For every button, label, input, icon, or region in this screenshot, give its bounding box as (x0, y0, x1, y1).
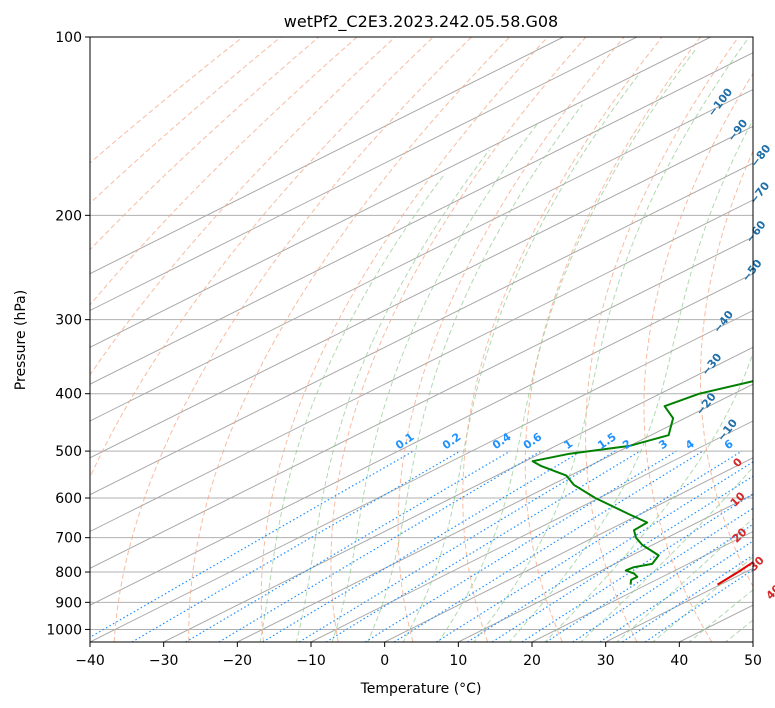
dry-adiabat-line (90, 37, 434, 479)
x-tick-label: 40 (670, 653, 688, 669)
plot-frame (89, 36, 754, 643)
x-tick-label: 20 (523, 653, 541, 669)
moist-adiabat-line (331, 123, 538, 642)
x-tick-label: 10 (449, 653, 467, 669)
mixing-ratio-line (90, 450, 414, 639)
mixing-ratio-line (393, 450, 704, 642)
y-tick-label: 400 (55, 387, 82, 403)
isotherm-line (90, 52, 753, 385)
isotherm-line (237, 383, 753, 642)
x-tick-label: −30 (149, 653, 179, 669)
y-tick-label: 500 (55, 444, 82, 460)
isotherm-line (531, 530, 753, 642)
x-tick-label: −20 (223, 653, 253, 669)
grid-layer (90, 37, 753, 642)
moist-adiabat-line (508, 118, 753, 642)
dry-adiabat-line (699, 150, 753, 588)
y-tick-label: 300 (55, 313, 82, 329)
dry-adiabats (90, 37, 753, 642)
isotherm-line (90, 125, 753, 459)
dry-adiabat-line (90, 37, 358, 306)
moist-adiabat-line (580, 466, 753, 642)
dry-adiabat-line (397, 37, 625, 642)
mixing-ratio-line (131, 450, 461, 642)
x-tick-label: 0 (380, 653, 389, 669)
isotherm-line (458, 494, 753, 642)
dry-adiabat-line (260, 37, 549, 642)
dry-adiabat-line (188, 37, 510, 642)
y-tick-label: 800 (55, 565, 82, 581)
dewpoint-profile-line (531, 380, 753, 585)
moist-adiabat-line (295, 149, 490, 642)
dry-adiabat-line (585, 37, 739, 642)
mixing-ratio-line (364, 450, 677, 642)
x-tick-label: −40 (75, 653, 105, 669)
moist-adiabats (259, 37, 753, 642)
x-tick-label: −10 (296, 653, 326, 669)
mixing-ratio-line (298, 450, 616, 642)
moist-adiabat-line (367, 104, 583, 642)
moist-adiabat-line (544, 351, 753, 642)
y-tick-label: 700 (55, 531, 82, 547)
mixing-ratio-line (218, 450, 542, 642)
isotherm-line (90, 273, 753, 606)
isotherm-line (90, 162, 753, 496)
sounding-series (531, 380, 753, 586)
x-axis: −40 −30 −20 −10 0 10 20 30 40 50 (75, 642, 762, 669)
dry-adiabat-line (462, 37, 663, 642)
isotherm-line (310, 420, 753, 642)
x-tick-label: 30 (597, 653, 615, 669)
isotherm-line (163, 346, 753, 642)
isotherm-line (90, 199, 753, 533)
isotherm-line (384, 457, 753, 642)
y-tick-label: 200 (55, 208, 82, 224)
mixing-ratio-line (436, 450, 743, 642)
isotherm-line (90, 236, 753, 569)
moist-adiabat-label: 40 (764, 582, 775, 602)
plot-area (90, 37, 753, 642)
chart-title: wetPf2_C2E3.2023.242.05.58.G08 (284, 12, 558, 32)
moist-adiabat-line (688, 589, 753, 642)
dry-adiabat-line (524, 37, 701, 642)
x-tick-label: 50 (744, 653, 762, 669)
moist-adiabat-line (473, 37, 750, 642)
isotherm-line (90, 37, 564, 275)
dry-adiabat-line (113, 37, 472, 642)
x-axis-title: Temperature (°C) (360, 681, 482, 697)
moist-adiabat-line (437, 49, 696, 642)
isotherm-line (90, 309, 753, 642)
y-tick-label: 100 (55, 30, 82, 46)
y-axis-title: Pressure (hPa) (13, 290, 29, 390)
mixing-ratio-line (622, 554, 753, 642)
isotherm-line (90, 37, 711, 348)
mixing-ratio-lines (90, 450, 753, 642)
moist-adiabat-line (652, 556, 753, 642)
isotherm-line (90, 88, 753, 422)
isotherm-line (90, 37, 638, 312)
moist-adiabat-line (259, 173, 446, 642)
y-tick-label: 900 (55, 595, 82, 611)
mixing-ratio-line (521, 493, 753, 642)
mixing-ratio-line (491, 475, 753, 642)
y-tick-label: 1000 (46, 622, 82, 638)
moist-adiabat-line (402, 72, 641, 642)
mixing-ratio-line (325, 450, 641, 642)
y-tick-label: 600 (55, 491, 82, 507)
mixing-ratio-line (467, 461, 753, 642)
y-axis: 100 200 300 400 500 600 700 800 900 1000 (46, 30, 90, 638)
